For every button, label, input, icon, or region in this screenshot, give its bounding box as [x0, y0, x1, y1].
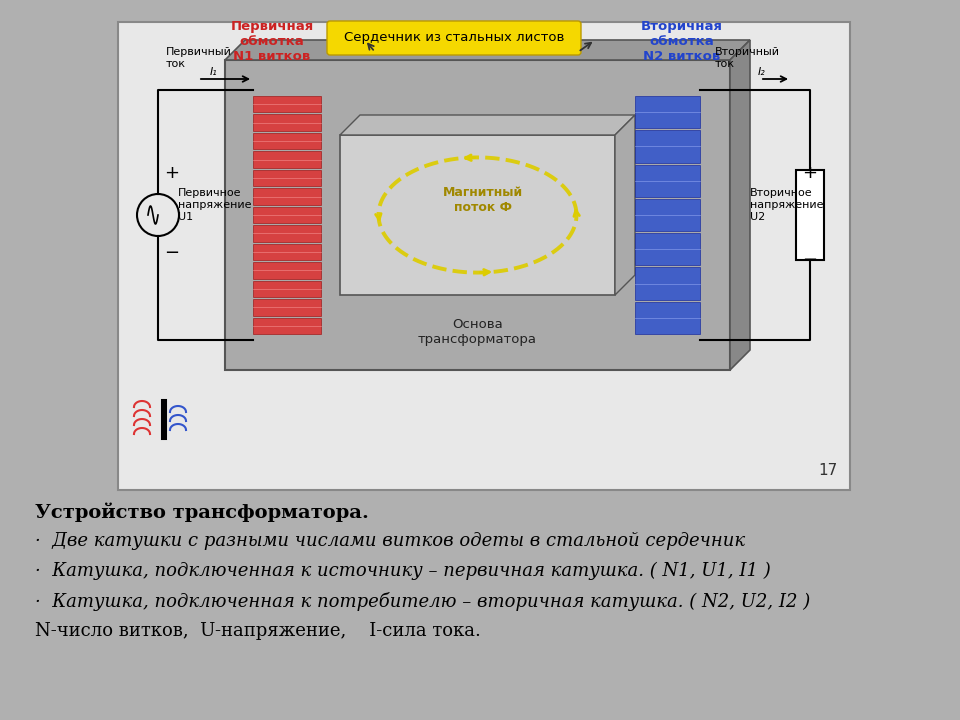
FancyBboxPatch shape	[327, 21, 581, 55]
Text: Основа
трансформатора: Основа трансформатора	[418, 318, 537, 346]
Text: Сердечник из стальных листов: Сердечник из стальных листов	[344, 32, 564, 45]
Text: Вторичная
обмотка
N2 витков: Вторичная обмотка N2 витков	[641, 20, 723, 63]
Bar	[253, 299, 321, 315]
Bar	[253, 133, 321, 149]
Text: I₂: I₂	[758, 67, 766, 77]
Polygon shape	[730, 40, 750, 370]
Bar	[340, 135, 615, 295]
Bar	[253, 189, 321, 204]
Bar	[635, 130, 700, 163]
Bar	[635, 302, 700, 334]
Text: Вторичное
напряжение
U2: Вторичное напряжение U2	[750, 189, 824, 222]
Bar	[253, 281, 321, 297]
Bar	[635, 267, 700, 300]
Text: N-число витков,  U-напряжение,    I-сила тока.: N-число витков, U-напряжение, I-сила ток…	[35, 622, 481, 640]
Polygon shape	[340, 115, 635, 135]
Bar	[635, 96, 700, 128]
Bar	[253, 170, 321, 186]
Text: Магнитный
поток Ф: Магнитный поток Ф	[443, 186, 522, 214]
Text: −: −	[164, 244, 180, 262]
Bar	[635, 199, 700, 231]
Polygon shape	[615, 115, 635, 295]
Text: I₁: I₁	[210, 67, 218, 77]
Bar	[253, 207, 321, 223]
Bar	[635, 165, 700, 197]
Text: +: +	[803, 164, 818, 182]
Bar	[253, 243, 321, 260]
Bar	[796, 170, 824, 260]
Text: 17: 17	[819, 463, 838, 478]
Text: Первичное
напряжение
U1: Первичное напряжение U1	[178, 189, 252, 222]
Bar	[635, 233, 700, 266]
Text: Первичная
обмотка
N1 витков: Первичная обмотка N1 витков	[230, 20, 314, 63]
Bar	[253, 151, 321, 168]
Bar	[253, 318, 321, 334]
Text: Вторичный
ток: Вторичный ток	[715, 48, 780, 69]
Bar	[253, 262, 321, 279]
Bar	[253, 96, 321, 112]
FancyBboxPatch shape	[118, 22, 850, 490]
Text: Первичный
ток: Первичный ток	[166, 48, 232, 69]
Text: Устройство трансформатора.: Устройство трансформатора.	[35, 502, 369, 521]
Polygon shape	[225, 40, 750, 60]
Text: ·  Две катушки с разными числами витков одеты в стальной сердечник: · Две катушки с разными числами витков о…	[35, 532, 745, 550]
Text: ·  Катушка, подключенная к источнику – первичная катушка. ( N1, U1, I1 ): · Катушка, подключенная к источнику – пе…	[35, 562, 771, 580]
Bar	[253, 114, 321, 131]
Text: +: +	[164, 164, 180, 182]
Bar	[253, 225, 321, 242]
Bar	[225, 60, 730, 370]
Text: −: −	[803, 251, 818, 269]
Text: ·  Катушка, подключенная к потребителю – вторичная катушка. ( N2, U2, I2 ): · Катушка, подключенная к потребителю – …	[35, 592, 810, 611]
